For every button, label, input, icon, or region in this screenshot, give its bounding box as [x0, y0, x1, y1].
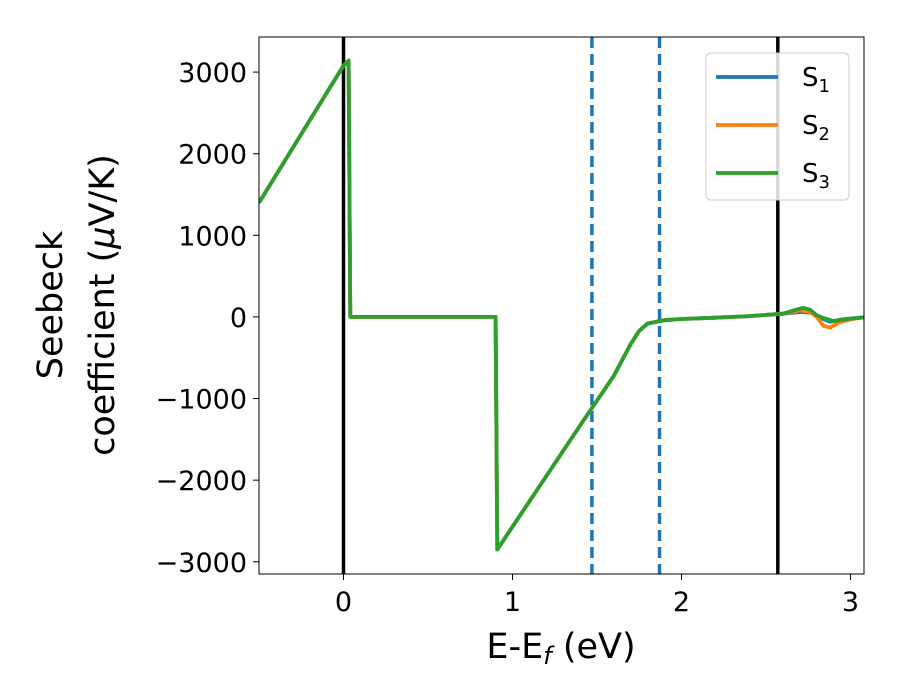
x-tick-label: 1: [504, 587, 521, 618]
y-tick-label: −3000: [156, 548, 247, 579]
y-tick-label: 1000: [178, 221, 247, 252]
legend: S1 S2 S3: [705, 52, 850, 201]
y-tick-label: 0: [230, 303, 247, 334]
x-axis-label: E-Ef (eV): [486, 627, 635, 670]
axes-frame: [258, 36, 865, 575]
y-tick-label: 3000: [178, 58, 247, 89]
x-tick-label: 2: [673, 587, 690, 618]
y-tick-label: 2000: [178, 140, 247, 171]
x-tick-label: 3: [842, 587, 859, 618]
legend-label-3: S3: [802, 159, 830, 193]
series-line-3: [259, 58, 864, 552]
y-axis-label-line1: Seebeck: [31, 230, 71, 379]
y-axis-label-line2: coefficient (μV/K): [83, 154, 123, 456]
legend-label-2: S2: [802, 111, 830, 145]
legend-label-1: S1: [802, 63, 830, 97]
x-tick-label: 0: [335, 587, 352, 618]
y-axis-label: Seebeck coefficient (μV/K): [31, 154, 123, 456]
y-tick-label: −2000: [156, 466, 247, 497]
y-tick-label: −1000: [156, 385, 247, 416]
